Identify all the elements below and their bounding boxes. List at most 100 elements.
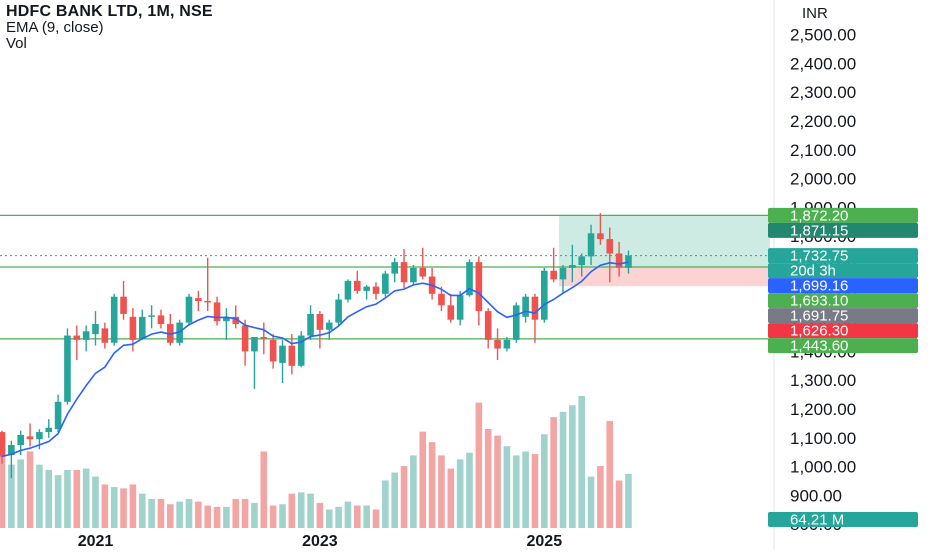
volume-bar [185,498,193,528]
volume-label-box [768,512,918,527]
volume-bar [232,498,240,528]
candle-body [391,262,398,274]
stop-zone [559,266,770,287]
price-label-text: 1,443.60 [790,338,848,355]
candle-body [297,335,305,366]
volume-bar [54,475,62,528]
candle-body [363,286,370,291]
volume-bar [213,506,221,528]
volume-bar [269,505,277,528]
price-label-text: 20d 3h [790,263,836,280]
volume-bar [36,464,43,528]
volume-indicator-label[interactable]: Vol [6,35,27,52]
volume-bar [615,480,623,528]
ema-polyline [1,261,629,458]
volume-bar [241,498,249,528]
time-tick-label: 2025 [527,533,563,550]
candle-body [260,337,268,339]
volume-bar [354,505,361,528]
price-tick-label: 1,300.00 [790,371,856,390]
volume-bar [251,502,258,528]
candle-body [148,315,155,317]
volume-bar [456,459,464,528]
price-tick-label: 2,100.00 [790,141,856,160]
price-label-box [768,308,918,324]
volume-bar [120,488,127,528]
volume-bar [129,484,137,528]
volume-bar [148,498,155,528]
volume-bar [597,465,604,528]
candle-body [223,316,230,322]
candle-body [0,432,6,457]
volume-bar [223,506,230,528]
candle-body [484,311,492,340]
price-label-text: 1,872.20 [790,207,848,224]
candle-body [419,267,427,277]
price-tick-label: 2,200.00 [790,112,856,131]
volume-bar [569,405,576,528]
candle-body [475,262,483,312]
horizontal-levels [0,214,770,340]
volume-bar [73,469,81,528]
price-label-box [768,278,918,294]
volume-bar [447,468,455,528]
volume-bar [260,451,268,528]
candle-body [325,322,333,330]
price-label-box [768,323,918,339]
volume-bar [45,469,53,528]
volume-bar [335,506,342,528]
volume-bar [17,459,24,528]
candle-body [587,233,595,257]
volume-bar [316,502,324,528]
candle-body [503,339,511,349]
candle-body [531,296,539,320]
volume-label-text: 64.21 M [790,512,844,529]
volume-bar [363,505,370,528]
volume-bar [204,505,211,528]
candle-body [204,301,211,303]
candle-body [269,339,277,362]
position-zones [559,215,770,287]
price-label-text: 1,691.75 [790,308,848,325]
volume-bar [550,417,557,528]
candle-body [316,313,324,330]
volume-bar [400,465,408,528]
candle-body [73,335,81,340]
candle-body [195,298,202,302]
price-label-box [768,338,918,354]
price-label-box [768,293,918,309]
price-tick-label: 2,300.00 [790,83,856,102]
candle-body [101,328,109,343]
ema-indicator-label[interactable]: EMA (9, close) [6,19,104,36]
volume-bar [279,504,286,528]
candle-body [512,305,520,340]
candle-body [597,233,604,240]
volume-bar [8,464,15,528]
volume-bar [559,411,567,528]
price-tick-label: 2,500.00 [790,26,856,45]
price-tick-label: 1,100.00 [790,429,856,448]
price-tick-label: 1,200.00 [790,400,856,419]
candle-body [251,337,258,352]
price-label-box [768,222,918,238]
symbol-title[interactable]: HDFC BANK LTD, 1M, NSE [6,3,213,20]
volume-bar [494,435,501,528]
price-tick-label: 1,000.00 [790,458,856,477]
price-label-text: 1,732.75 [790,248,848,265]
volume-bar [531,454,539,528]
volume-bar [195,501,202,528]
candle-body [157,315,165,325]
price-label-text: 1,626.30 [790,323,848,340]
candle-body [54,401,62,430]
candle-body [120,296,127,314]
candle-body [615,253,623,268]
candle-body [232,316,240,325]
volume-bar [138,493,146,528]
candle-body [129,316,137,340]
candle-body [36,432,43,440]
volume-bar [625,473,632,528]
currency-label[interactable]: INR [802,5,828,22]
volume-bar [176,501,183,528]
price-label-text: 1,699.16 [790,278,848,295]
